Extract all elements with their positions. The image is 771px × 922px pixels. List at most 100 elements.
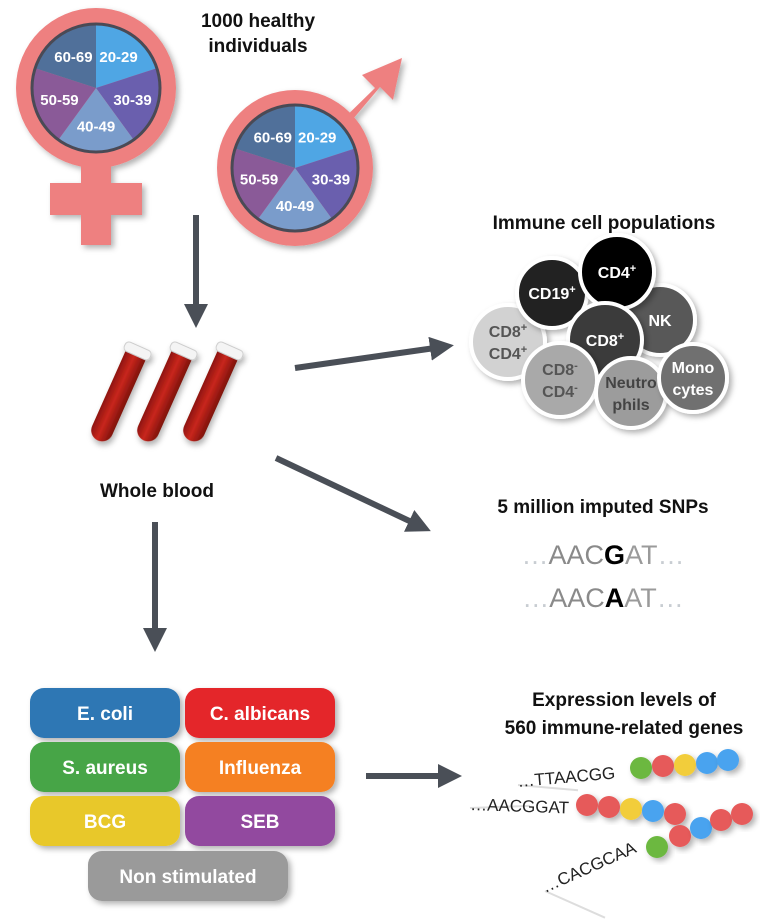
tube-body [91, 351, 146, 442]
stimulus-bcg: BCG [30, 796, 180, 846]
stimulus-c-albicans: C. albicans [185, 688, 335, 738]
cell-label-text: CD8 [489, 324, 521, 341]
cell-circle [594, 356, 668, 430]
cell-label: CD19+ [528, 284, 575, 303]
ellipsis: … [658, 540, 685, 570]
stimulus-influenza: Influenza [185, 742, 335, 792]
ellipsis: … [657, 583, 684, 613]
pie-slice-40-49 [257, 168, 333, 232]
cell-circle [521, 341, 599, 419]
pie-slice-20-29 [295, 105, 355, 168]
age-label: 50-59 [40, 92, 78, 109]
expression-bead-red [598, 796, 620, 818]
cell-label-text: Mono [672, 360, 715, 377]
cell-label-superscript: + [569, 284, 575, 296]
expression-bead-blue [696, 752, 718, 774]
stimulus-box [30, 688, 180, 738]
sequence-right: AT [624, 583, 657, 613]
immune-cell: Neutro phils [594, 356, 668, 430]
tube-body [183, 351, 238, 442]
stimulus-e-coli: E. coli [30, 688, 180, 738]
stimulus-label: SEB [240, 812, 279, 833]
stimulus-label: Influenza [219, 758, 302, 779]
cell-label-superscript: + [521, 322, 527, 334]
cell-label-text: CD4 [598, 265, 630, 282]
expression-row: …TTAACGG [517, 749, 739, 792]
immune-cell: CD4+ [578, 233, 656, 311]
tube-cap [123, 341, 152, 361]
tube-cap [215, 341, 244, 361]
sequence-left: AAC [549, 583, 605, 613]
expression-bead-green [630, 757, 652, 779]
cell-label: cytes [673, 382, 714, 399]
sequence-strand [469, 804, 531, 809]
male-age-pie: 20-29 30-39 40-49 50-59 60-69 [230, 103, 360, 233]
blood-tubes [91, 341, 244, 442]
cell-label-text: CD8 [542, 362, 574, 379]
arrow-blood-to-snps [274, 455, 431, 532]
expression-title-line2: 560 immune-related genes [505, 718, 744, 739]
stimulus-box [30, 742, 180, 792]
immune-title: Immune cell populations [493, 213, 716, 234]
pie-slice-30-39 [96, 68, 161, 140]
cell-label: phils [612, 397, 649, 414]
expression-bead-red [710, 809, 732, 831]
stimulus-box [30, 796, 180, 846]
stimulus-box [88, 851, 288, 901]
sequence-left: AAC [548, 540, 604, 570]
cell-label-text: phils [612, 397, 649, 414]
expression-bead-red [731, 803, 753, 825]
ellipsis: … [522, 583, 549, 613]
cell-label-text: CD8 [586, 333, 618, 350]
expression-bead-yellow [674, 754, 696, 776]
tube-body [137, 351, 192, 442]
expression-bead-blue [690, 817, 712, 839]
cell-label: CD4+ [489, 344, 527, 363]
snp-variant: G [604, 540, 625, 570]
expression-sequences: …TTAACGG …AACGGAT …CACGCAA [470, 749, 753, 919]
pie-slice-60-69 [235, 105, 295, 168]
expression-sequence: …CACGCAA [539, 838, 640, 897]
expression-row: …AACGGAT [470, 794, 686, 825]
sequence-strand [517, 784, 579, 792]
immune-cell: Mono cytes [657, 342, 729, 414]
cohort-title-line1: 1000 healthy [201, 11, 315, 32]
expression-bead-yellow [620, 798, 642, 820]
cell-label-superscript: + [630, 263, 636, 275]
stimulus-label: BCG [84, 812, 126, 833]
cohort-title-line2: individuals [208, 36, 307, 57]
expression-bead-red [669, 825, 691, 847]
stimulus-label: Non stimulated [119, 867, 256, 888]
expression-bead-red [664, 803, 686, 825]
stimuli-panel: E. coli C. albicans S. aureus Influenza BCG S… [30, 688, 335, 901]
snp-sequence: …AACGAT… [521, 540, 684, 570]
stimulus-label: S. aureus [62, 758, 148, 779]
age-label: 20-29 [298, 129, 336, 146]
pie-slice-60-69 [35, 24, 96, 88]
cell-label-text: cytes [673, 382, 714, 399]
whole-blood-label: Whole blood [100, 481, 214, 502]
sequence-right: AT [625, 540, 658, 570]
expression-sequence: …AACGGAT [470, 795, 569, 817]
cell-label-text: CD4 [542, 384, 574, 401]
cell-label: NK [648, 313, 672, 330]
stimulus-non-stimulated: Non stimulated [88, 851, 288, 901]
age-label: 20-29 [99, 49, 137, 66]
cell-label-superscript: - [574, 360, 578, 372]
cell-label-text: Neutro [605, 375, 657, 392]
stimulus-s-aureus: S. aureus [30, 742, 180, 792]
snps-title: 5 million imputed SNPs [497, 497, 708, 518]
snp-sequence: …AACAAT… [522, 583, 684, 613]
cell-label-text: NK [648, 313, 672, 330]
snp-variant: A [605, 583, 625, 613]
expression-bead-red [576, 794, 598, 816]
cell-label-superscript: + [618, 331, 624, 343]
expression-bead-green [646, 836, 668, 858]
age-label: 40-49 [276, 198, 314, 215]
sequence-strand [544, 890, 606, 919]
cell-label: Mono [672, 360, 715, 377]
cell-label: CD4- [542, 382, 578, 401]
cell-label: CD8- [542, 360, 578, 379]
cell-label-text: CD4 [489, 346, 521, 363]
